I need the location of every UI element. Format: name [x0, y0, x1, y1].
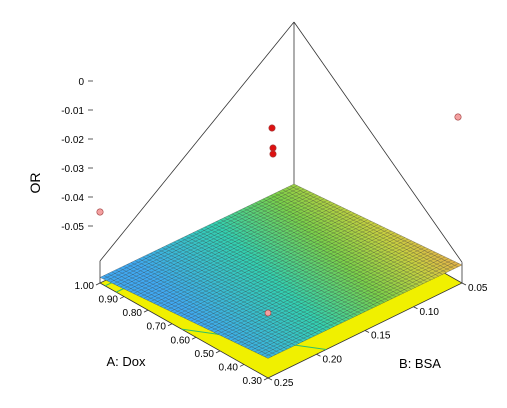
y-tick-label: 0.10 — [420, 307, 440, 318]
design-point — [454, 113, 462, 121]
design-point — [268, 124, 276, 132]
y-tick-label: 0.05 — [468, 283, 488, 294]
x-tick-label: 1.00 — [75, 281, 95, 292]
design-point — [269, 150, 277, 158]
y-tick-label: 0.25 — [274, 378, 294, 389]
y-axis-label: B: BSA — [399, 356, 441, 371]
x-axis-label: A: Dox — [106, 354, 146, 369]
design-point — [269, 144, 277, 152]
surface-mesh — [99, 183, 463, 359]
design-points — [96, 113, 462, 317]
x-tick-label: 0.70 — [147, 322, 167, 333]
back-frame — [99, 21, 463, 283]
x-tick-label: 0.80 — [123, 308, 143, 319]
z-axis-ticks: -0.05 -0.04 -0.03 -0.02 -0.01 0 — [61, 77, 93, 233]
z-tick-label: -0.04 — [61, 193, 84, 204]
z-tick-label: -0.03 — [61, 164, 84, 175]
x-tick-label: 0.60 — [171, 335, 191, 346]
z-tick-label: -0.02 — [61, 135, 84, 146]
x-tick-label: 0.30 — [243, 376, 263, 387]
z-tick-label: -0.01 — [61, 106, 84, 117]
y-tick-label: 0.20 — [323, 354, 343, 365]
x-axis-ticks: 0.30 0.40 0.50 0.60 0.70 0.80 0.90 1.00 — [75, 281, 269, 387]
z-tick-label: -0.05 — [61, 222, 84, 233]
design-point-floor — [264, 309, 272, 317]
y-axis-ticks: 0.25 0.20 0.15 0.10 0.05 — [267, 282, 488, 389]
z-tick-label: 0 — [78, 77, 84, 88]
x-tick-label: 0.50 — [195, 349, 215, 360]
x-tick-label: 0.90 — [99, 295, 119, 306]
design-point — [96, 208, 104, 216]
z-axis-label: OR — [27, 173, 43, 194]
x-tick-label: 0.40 — [219, 362, 239, 373]
y-tick-label: 0.15 — [371, 331, 391, 342]
